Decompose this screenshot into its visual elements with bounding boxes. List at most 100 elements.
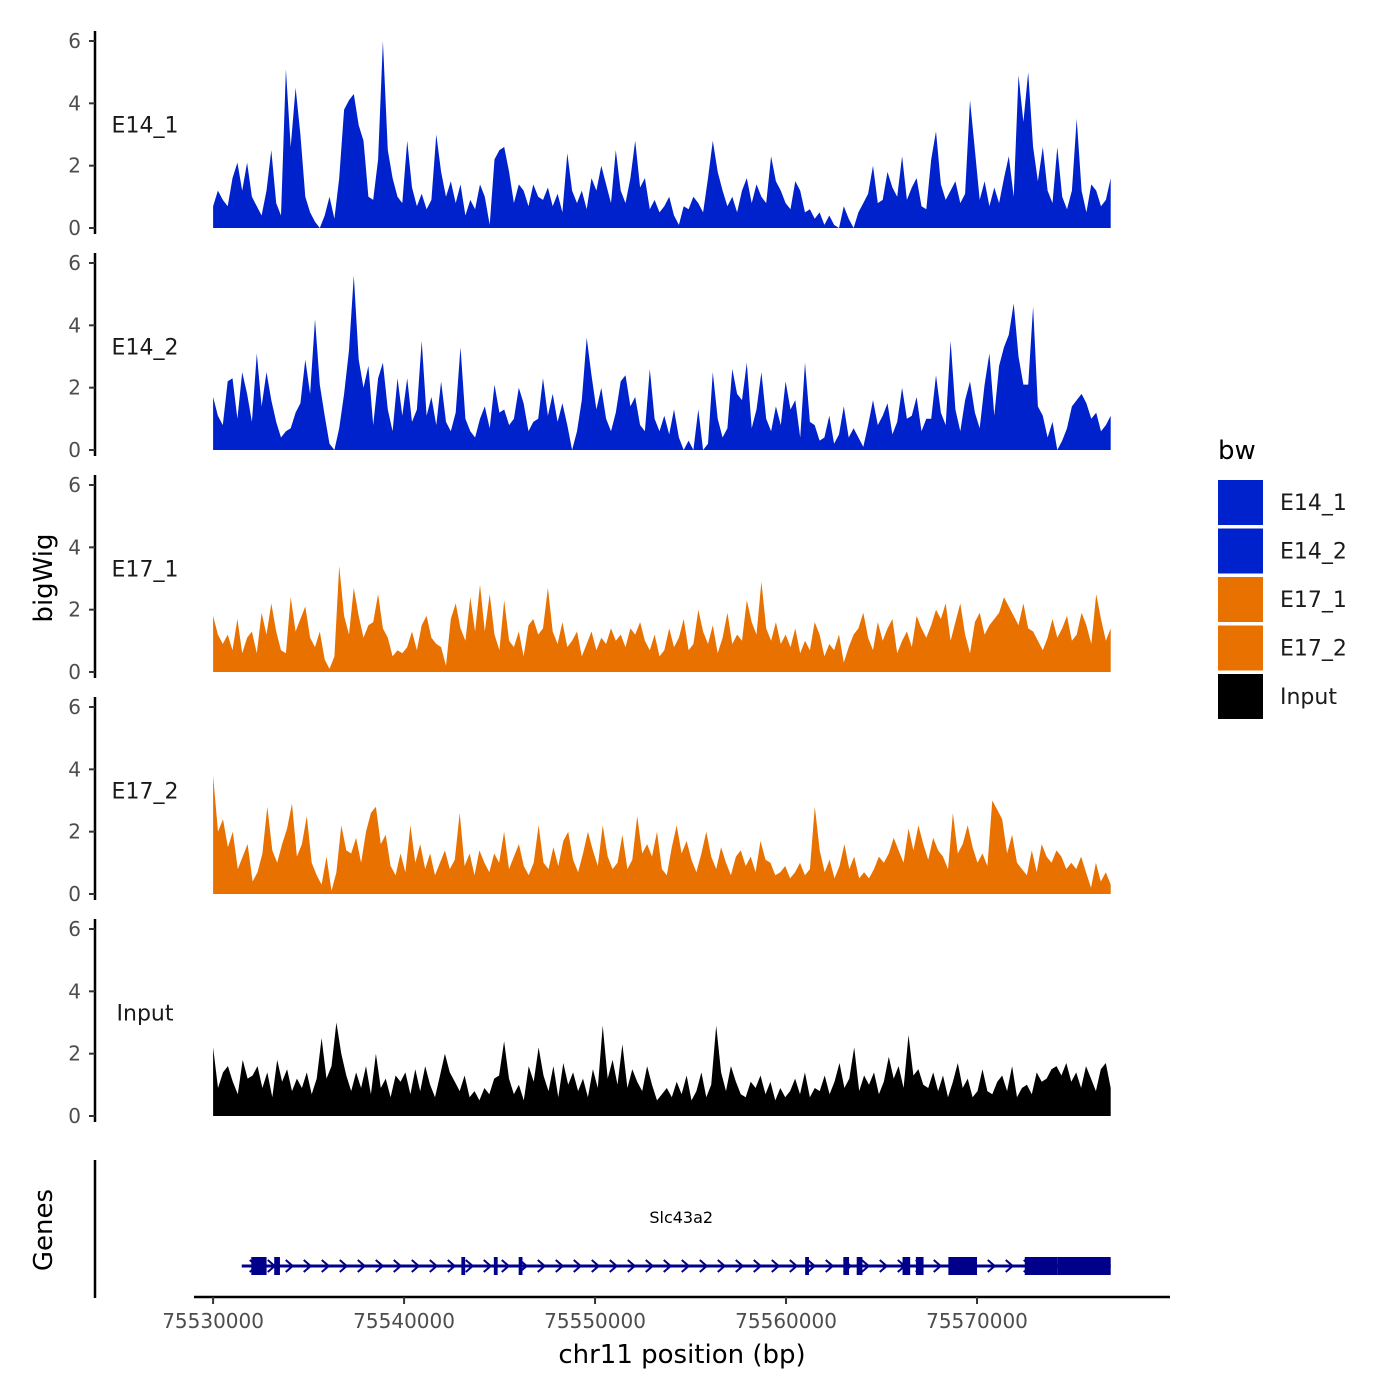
legend-label: E17_2 <box>1280 637 1347 662</box>
gene-exon <box>518 1257 523 1275</box>
y-tick-label: 0 <box>68 1104 81 1128</box>
gene-name-label: Slc43a2 <box>649 1208 713 1227</box>
legend-title: bw <box>1218 436 1256 466</box>
y-tick-label: 4 <box>68 979 81 1003</box>
strand-arrow <box>1005 1259 1015 1273</box>
signal-area-input <box>213 1022 1111 1116</box>
gene-exon <box>251 1257 267 1275</box>
y-tick-label: 0 <box>68 216 81 240</box>
track-label: E17_2 <box>112 780 179 805</box>
legend-label: E14_2 <box>1280 540 1347 565</box>
strand-arrow <box>627 1259 637 1273</box>
signal-area-e14-1 <box>213 41 1111 228</box>
strand-arrow <box>861 1259 871 1273</box>
gene-exon <box>805 1257 809 1275</box>
y-tick-label: 6 <box>68 473 81 497</box>
gene-exon <box>902 1257 911 1275</box>
y-tick-label: 2 <box>68 1042 81 1066</box>
y-tick-label: 6 <box>68 29 81 53</box>
track-label: E14_2 <box>112 336 179 361</box>
strand-arrow <box>393 1259 403 1273</box>
y-tick-label: 4 <box>68 757 81 781</box>
strand-arrow <box>735 1259 745 1273</box>
legend-swatch <box>1218 528 1263 574</box>
y-tick-label: 2 <box>68 376 81 400</box>
strand-arrow <box>573 1259 583 1273</box>
strand-arrow <box>501 1259 511 1273</box>
gene-exon <box>843 1257 850 1275</box>
track-label: Input <box>117 1002 174 1027</box>
strand-arrow <box>879 1259 889 1273</box>
legend: bw E14_1 E14_2 E17_1 E17_2 Input <box>1218 436 1347 719</box>
strand-arrow <box>591 1259 601 1273</box>
strand-arrow <box>609 1259 619 1273</box>
y-tick-label: 6 <box>68 917 81 941</box>
strand-arrow <box>825 1259 835 1273</box>
strand-arrow <box>645 1259 655 1273</box>
strand-arrow <box>807 1259 817 1273</box>
track-label: E14_1 <box>112 114 179 139</box>
x-tick-label: 75560000 <box>735 1309 837 1333</box>
gene-exon <box>1057 1257 1111 1275</box>
y-tick-label: 6 <box>68 251 81 275</box>
strand-arrow <box>987 1259 997 1273</box>
legend-swatch <box>1218 577 1263 622</box>
y-tick-label: 0 <box>68 882 81 906</box>
strand-arrow <box>357 1259 367 1273</box>
track-e14-1: 0 2 4 6 E14_1 <box>68 29 1111 240</box>
signal-area-e17-1 <box>213 566 1111 672</box>
strand-arrow <box>699 1259 709 1273</box>
legend-label: E17_1 <box>1280 588 1347 613</box>
legend-swatch <box>1218 625 1263 671</box>
legend-swatch <box>1218 480 1263 525</box>
gene-exon <box>1024 1257 1058 1275</box>
track-e17-1: 0 2 4 6 E17_1 <box>68 473 1111 684</box>
strand-arrow <box>483 1259 493 1273</box>
strand-arrow <box>771 1259 781 1273</box>
strand-arrow <box>429 1259 439 1273</box>
bigwig-tracks: 0 2 4 6 E14_1 0 2 4 6 E14_2 0 2 4 6 E17_1 0 2 4 6 E17_2 0 2 4 6… <box>68 29 1111 1128</box>
strand-arrow <box>375 1259 385 1273</box>
signal-area-e14-2 <box>213 275 1111 450</box>
y-tick-label: 4 <box>68 535 81 559</box>
y-axis-title: bigWig <box>29 533 59 622</box>
track-e17-2: 0 2 4 6 E17_2 <box>68 695 1111 906</box>
y-tick-label: 6 <box>68 695 81 719</box>
x-tick-label: 75550000 <box>544 1309 646 1333</box>
strand-arrow <box>303 1259 313 1273</box>
x-tick-label: 75570000 <box>926 1309 1028 1333</box>
strand-arrow <box>663 1259 673 1273</box>
track-input: 0 2 4 6 Input <box>68 917 1111 1128</box>
legend-swatch <box>1218 674 1263 719</box>
strand-arrow <box>285 1259 295 1273</box>
strand-arrow <box>717 1259 727 1273</box>
x-axis: 75530000 75540000 75550000 75560000 75570000 <box>162 1295 1170 1333</box>
y-tick-label: 2 <box>68 154 81 178</box>
y-tick-label: 2 <box>68 598 81 622</box>
genes-panel: Slc43a2 <box>93 1160 1111 1298</box>
strand-arrow <box>789 1259 799 1273</box>
y-tick-label: 2 <box>68 820 81 844</box>
x-tick-label: 75540000 <box>353 1309 455 1333</box>
x-tick-label: 75530000 <box>162 1309 264 1333</box>
x-axis-title: chr11 position (bp) <box>558 1340 805 1370</box>
legend-label: Input <box>1280 685 1337 710</box>
track-label: E17_1 <box>112 558 179 583</box>
track-e14-2: 0 2 4 6 E14_2 <box>68 251 1111 462</box>
strand-arrow <box>321 1259 331 1273</box>
strand-arrow <box>681 1259 691 1273</box>
gene-exon <box>274 1257 280 1275</box>
strand-arrow <box>447 1259 457 1273</box>
strand-arrow <box>465 1259 475 1273</box>
legend-label: E14_1 <box>1280 491 1347 516</box>
strand-arrow <box>537 1259 547 1273</box>
strand-arrow <box>411 1259 421 1273</box>
gene-exon <box>461 1257 466 1275</box>
signal-area-e17-2 <box>213 775 1111 894</box>
strand-arrow <box>933 1259 943 1273</box>
y-tick-label: 4 <box>68 313 81 337</box>
y-tick-label: 4 <box>68 91 81 115</box>
y-tick-label: 0 <box>68 660 81 684</box>
gene-exon <box>948 1257 978 1275</box>
